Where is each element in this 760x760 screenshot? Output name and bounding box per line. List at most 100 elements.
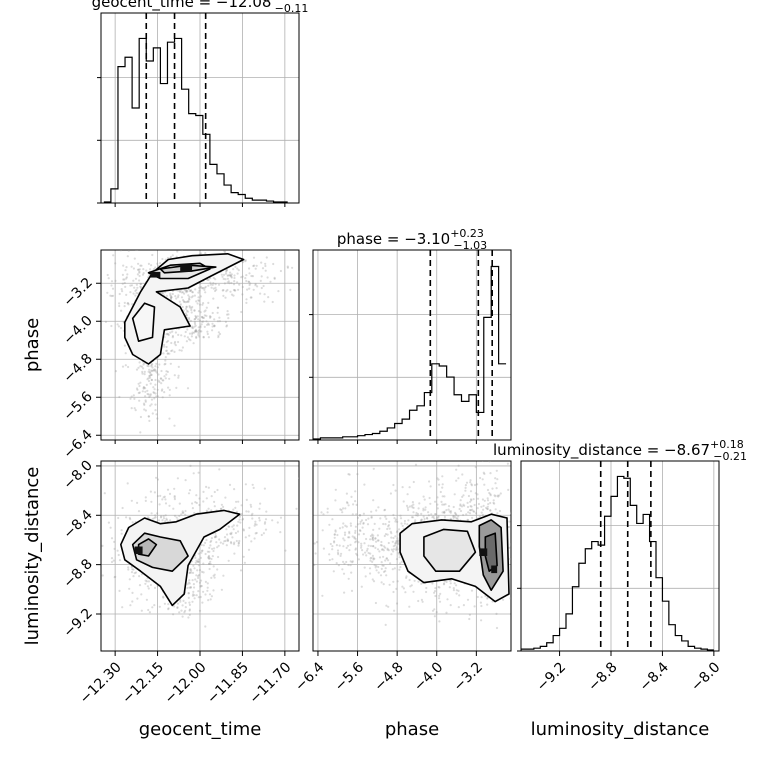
sample-point xyxy=(209,560,212,563)
sample-point xyxy=(369,552,372,555)
sample-point xyxy=(185,340,188,343)
sample-point xyxy=(212,282,215,285)
sample-point xyxy=(245,498,248,501)
sample-point xyxy=(385,557,388,560)
sample-point xyxy=(348,530,351,534)
sample-point xyxy=(210,557,213,561)
sample-point xyxy=(237,520,240,523)
sample-point xyxy=(163,343,166,346)
sample-point xyxy=(333,533,336,536)
sample-point xyxy=(354,547,357,550)
sample-point xyxy=(481,478,484,481)
sample-point xyxy=(142,268,145,271)
sample-point xyxy=(389,530,392,533)
sample-point xyxy=(393,609,396,612)
sample-point xyxy=(188,306,191,309)
sample-point xyxy=(245,274,248,277)
sample-point xyxy=(468,509,472,512)
sample-point xyxy=(188,608,191,611)
sample-point xyxy=(124,352,127,355)
sample-point xyxy=(204,291,207,294)
sample-point xyxy=(408,486,411,489)
sample-point xyxy=(349,564,352,567)
sample-point xyxy=(265,510,268,513)
sample-point xyxy=(395,602,399,605)
sample-point xyxy=(314,552,317,555)
scatter-luminosity_distance-vs-geocent_time xyxy=(100,460,300,652)
sample-point xyxy=(447,505,451,508)
sample-point xyxy=(225,270,228,273)
sample-point xyxy=(395,547,398,550)
sample-point xyxy=(163,495,166,498)
sample-point xyxy=(138,270,141,273)
sample-point xyxy=(313,542,316,545)
sample-point xyxy=(165,373,168,376)
sample-point xyxy=(135,288,138,291)
sample-point xyxy=(394,489,397,492)
sample-point xyxy=(371,560,374,564)
sample-point xyxy=(126,302,129,305)
sample-point xyxy=(179,303,182,306)
sample-point xyxy=(119,250,122,252)
sample-point xyxy=(228,525,231,528)
sample-point xyxy=(139,365,142,368)
sample-point xyxy=(181,346,184,349)
sample-point xyxy=(166,339,170,343)
sample-point xyxy=(176,477,179,480)
sample-point xyxy=(468,453,470,455)
density-contour xyxy=(423,528,477,573)
sample-point xyxy=(181,291,184,294)
sample-point xyxy=(470,483,473,486)
sample-point xyxy=(201,287,204,290)
sample-point xyxy=(395,540,398,543)
sample-point xyxy=(152,237,154,239)
sample-point xyxy=(513,468,515,470)
sample-point xyxy=(291,266,294,269)
sample-point xyxy=(230,273,233,276)
sample-point xyxy=(172,613,175,616)
sample-point xyxy=(237,269,240,272)
sample-point xyxy=(136,597,139,600)
sample-point xyxy=(253,537,256,540)
sample-point xyxy=(460,505,464,508)
histogram-step-line xyxy=(313,265,507,440)
sample-point xyxy=(189,289,192,292)
sample-point xyxy=(127,365,130,369)
sample-point xyxy=(188,298,191,301)
sample-point xyxy=(194,329,198,332)
sample-point xyxy=(121,282,124,285)
sample-point xyxy=(254,284,257,287)
sample-point xyxy=(191,290,194,294)
x-tick-label: −5.6 xyxy=(332,659,367,694)
sample-point xyxy=(134,571,138,574)
sample-point xyxy=(198,335,201,338)
sample-point xyxy=(333,533,336,536)
sample-point xyxy=(123,305,126,308)
sample-point xyxy=(469,479,472,482)
sample-point xyxy=(144,499,147,502)
sample-point xyxy=(445,455,447,457)
sample-point xyxy=(133,286,136,289)
sample-point xyxy=(114,262,117,265)
sample-point xyxy=(118,559,122,562)
sample-point xyxy=(479,476,482,480)
sample-point xyxy=(218,320,221,323)
sample-point xyxy=(220,507,223,510)
sample-point xyxy=(185,288,188,291)
sample-point xyxy=(127,302,130,305)
sample-point xyxy=(225,269,228,272)
sample-point xyxy=(420,512,423,516)
sample-point xyxy=(411,501,414,504)
sample-point xyxy=(187,300,190,303)
sample-point xyxy=(326,511,329,514)
sample-point xyxy=(126,273,129,276)
sample-point xyxy=(235,510,239,513)
x-axis-label-phase: phase xyxy=(385,719,439,740)
sample-point xyxy=(341,511,344,514)
sample-point xyxy=(453,452,455,454)
sample-point xyxy=(122,278,125,281)
sample-point xyxy=(326,507,329,510)
sample-point xyxy=(254,267,257,270)
sample-point xyxy=(208,562,211,565)
sample-point xyxy=(210,495,213,498)
